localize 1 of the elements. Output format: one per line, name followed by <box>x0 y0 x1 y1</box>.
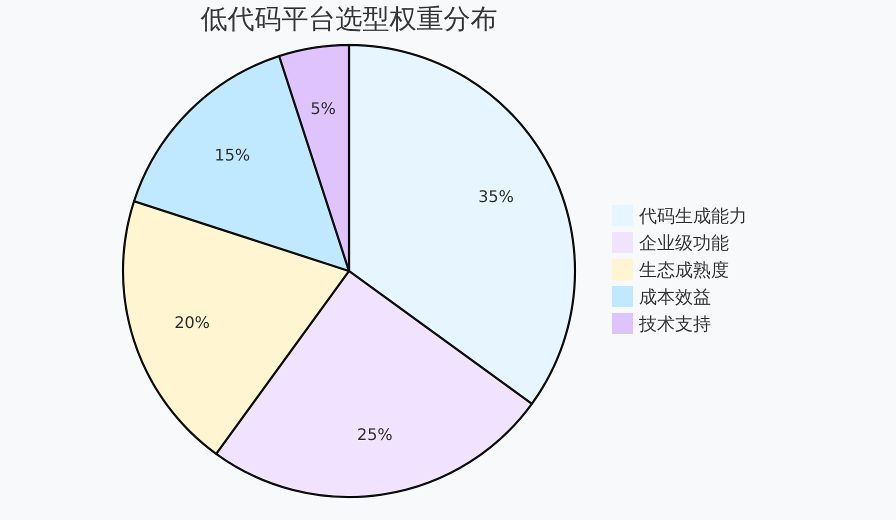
title: 低代码平台选型权重分布 <box>200 4 498 35</box>
